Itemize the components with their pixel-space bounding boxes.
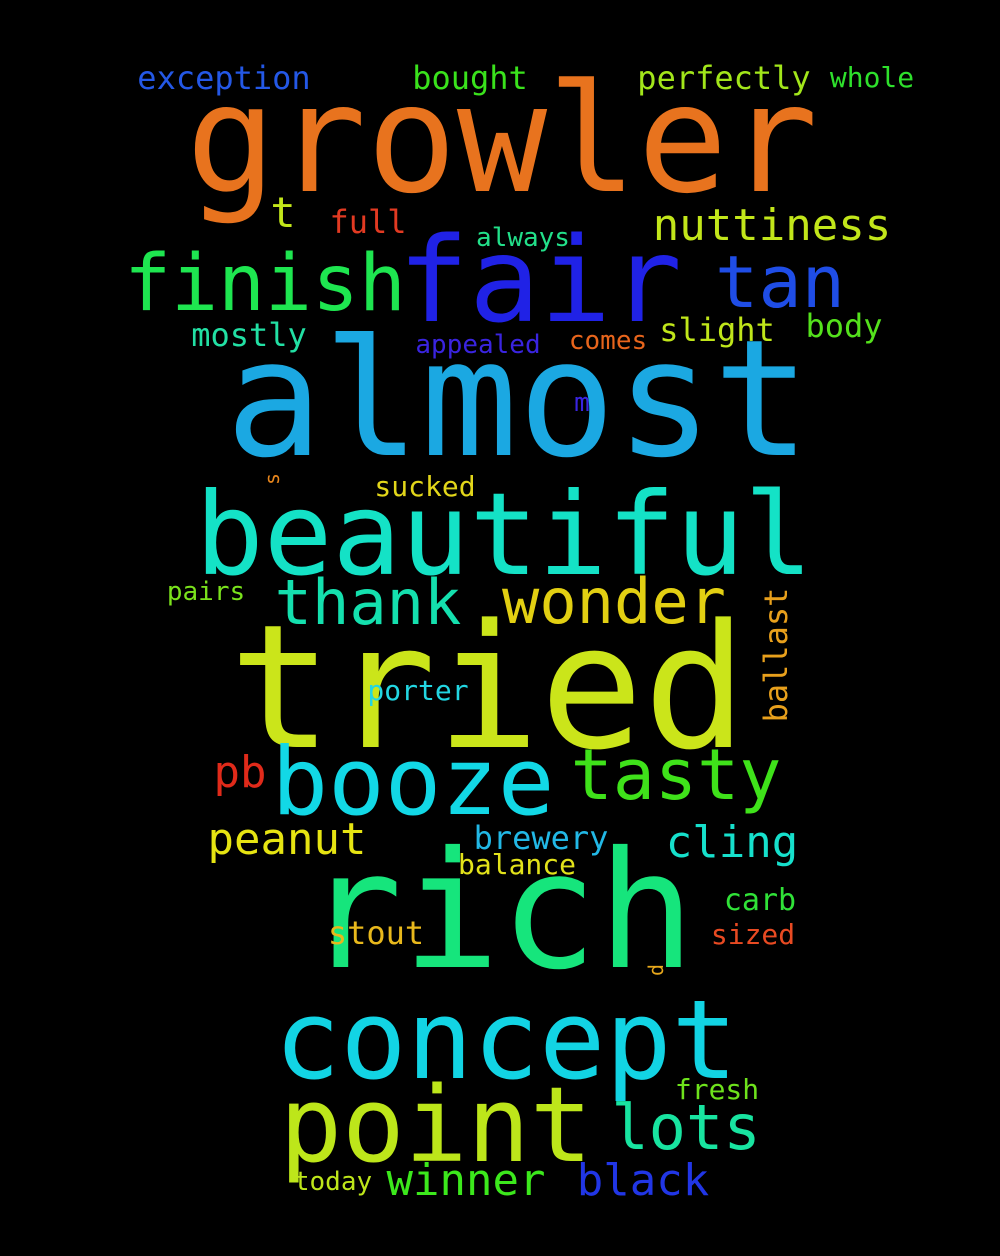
word-tried: tried [229,587,747,788]
word-sized: sized [710,918,796,951]
word-cling: cling [665,817,799,868]
word-booze: booze [271,728,555,837]
word-stout: stout [327,914,425,952]
word-beautiful: beautiful [195,468,813,601]
word-fair: fair [397,211,683,349]
word-m: m [574,388,590,418]
word-today: today [293,1167,373,1197]
word-rich: rich [304,818,696,1006]
word-peanut: peanut [207,814,367,865]
word-slight: slight [659,311,775,349]
word-carb: carb [723,883,797,918]
word-thank: thank [274,566,462,639]
word-concept: concept [274,976,738,1104]
word-appealed: appealed [415,330,541,360]
word-winner: winner [386,1155,546,1206]
word-brewery: brewery [473,819,609,857]
word-point: point [279,1064,593,1186]
word-d: d [644,963,668,977]
word-exception: exception [137,59,311,97]
word-wonder: wonder [502,565,726,638]
word-ballast: ballast [757,587,795,723]
word-almost: almost [225,306,811,494]
word-whole: whole [829,61,915,94]
word-tan: tan [714,240,846,324]
word-full: full [329,203,407,241]
word-t: t [270,188,296,237]
word-porter: porter [367,674,469,707]
word-perfectly: perfectly [637,59,811,97]
word-pairs: pairs [166,577,246,607]
word-growler: growler [185,53,819,227]
word-s: s [260,472,284,486]
word-pb: pb [213,747,267,798]
word-nuttiness: nuttiness [652,200,892,251]
word-lots: lots [611,1091,761,1164]
word-fresh: fresh [674,1073,760,1106]
word-comes: comes [568,326,648,356]
word-finish: finish [124,239,406,329]
word-body: body [805,307,883,345]
word-balance: balance [457,848,577,881]
word-black: black [576,1155,710,1206]
word-mostly: mostly [191,316,307,354]
word-tasty: tasty [570,734,782,816]
word-sucked: sucked [374,470,476,503]
word-bought: bought [412,59,528,97]
word-always: always [476,223,570,253]
